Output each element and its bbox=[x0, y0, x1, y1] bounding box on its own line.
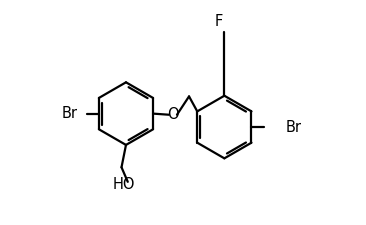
Text: O: O bbox=[167, 107, 179, 122]
Text: F: F bbox=[214, 14, 223, 29]
Text: HO: HO bbox=[112, 177, 135, 192]
Text: Br: Br bbox=[286, 119, 302, 135]
Text: Br: Br bbox=[61, 106, 78, 121]
